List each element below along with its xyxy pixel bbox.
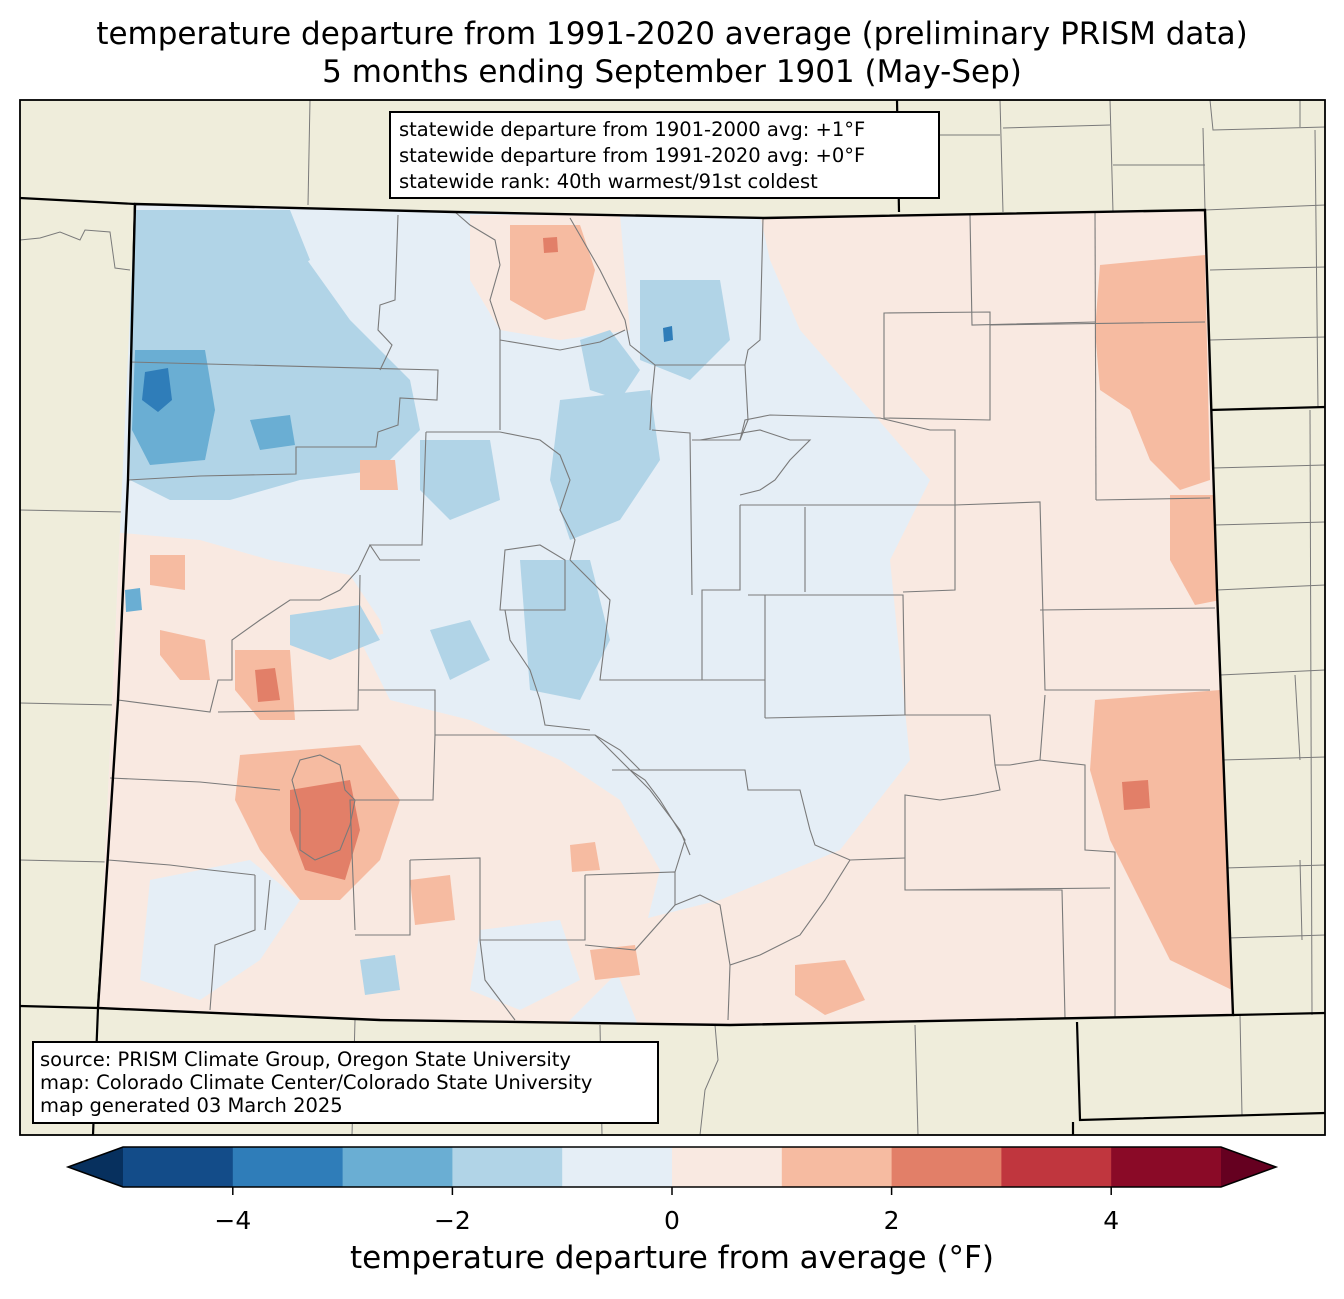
field-cool-pocket-1 [140,860,300,1000]
field-cool-west-2 [430,620,490,680]
field-cool-north-2 [580,330,640,400]
statewide-stats-box: statewide departure from 1901-2000 avg: … [389,111,940,199]
colorbar-tick-label: 2 [883,1206,900,1235]
colorado-temperature-field [98,204,1233,1025]
map-subtitle: 5 months ending September 1901 (May-Sep) [322,54,1022,90]
field-warm-west-3 [150,555,185,590]
colorbar-tick-label: 4 [1103,1206,1120,1235]
colorbar-bin-0 [123,1147,234,1187]
colorbar-tick-label: −2 [433,1206,471,1235]
field-hot-southeast [1122,780,1150,810]
map-credit-line: map: Colorado Climate Center/Colorado St… [40,1071,593,1094]
colorbar-tick-label: −4 [214,1206,252,1235]
field-cool-central-3 [420,440,500,520]
field-hot-north [543,237,558,253]
field-cool-pocket-3 [360,610,520,720]
map-title: temperature departure from 1991-2020 ave… [96,16,1248,52]
source-box: source: PRISM Climate Group, Oregon Stat… [32,1041,659,1124]
map-frame-border [19,99,1326,1136]
field-cool-central-2 [520,560,610,700]
colorbar-bin-8 [1001,1147,1112,1187]
field-warm-east [600,205,1233,1025]
colorbar-bin-1 [232,1147,344,1187]
field-cold-west [125,588,142,612]
stats-departure-1901-2000: statewide departure from 1901-2000 avg: … [399,118,866,141]
field-warm-south-3 [570,842,600,872]
colorbar-bin-3 [452,1147,563,1187]
colorbar-bin-6 [781,1147,893,1187]
field-warm-southeast [1090,690,1232,990]
colorbar-bin-7 [891,1147,1002,1187]
field-warm-east [1170,495,1220,605]
map-frame [20,100,1325,1135]
field-cool-north-park [640,280,730,380]
field-warm-northeast [1095,255,1210,490]
colorbar-bin-5 [672,1147,783,1187]
colorbar-bin-9 [1111,1147,1222,1187]
field-warm-north-park [510,225,595,320]
field-hot-west [255,668,280,702]
stats-departure-1991-2020: statewide departure from 1991-2020 avg: … [399,144,866,167]
colorbar-over-arrow [1221,1147,1276,1187]
stats-rank: statewide rank: 40th warmest/91st coldes… [399,170,818,193]
field-warm-west-2 [160,630,210,680]
source-line: source: PRISM Climate Group, Oregon Stat… [40,1048,571,1071]
field-cold-northwest-2 [250,415,295,450]
colorbar-bin-4 [562,1147,673,1187]
field-coldest-spot [142,368,172,412]
field-warm-south [795,960,865,1015]
colorbar-under-arrow [68,1147,123,1187]
colorbar-outline [65,1146,1279,1188]
field-cool-central [550,390,660,540]
field-cold-northwest [132,350,215,465]
colorbar-tick-label: 0 [664,1206,680,1235]
field-warm-south-2 [410,875,455,925]
field-cool-northwest-2 [200,210,310,290]
colorbar-label: temperature departure from average (°F) [350,1240,994,1276]
colorbar-bin-2 [342,1147,453,1187]
generated-date-line: map generated 03 March 2025 [40,1094,343,1117]
field-warm-south-4 [590,945,640,980]
colorado-border [96,202,1235,1027]
field-cool-west [290,605,380,660]
colorbar [65,1146,1279,1195]
field-cool-south [360,955,400,995]
field-coldest-spot-2 [663,326,673,342]
field-cool-pocket-2 [470,920,580,1010]
colorado-county-lines [107,209,1216,1021]
field-warm-central-spot [360,460,398,490]
